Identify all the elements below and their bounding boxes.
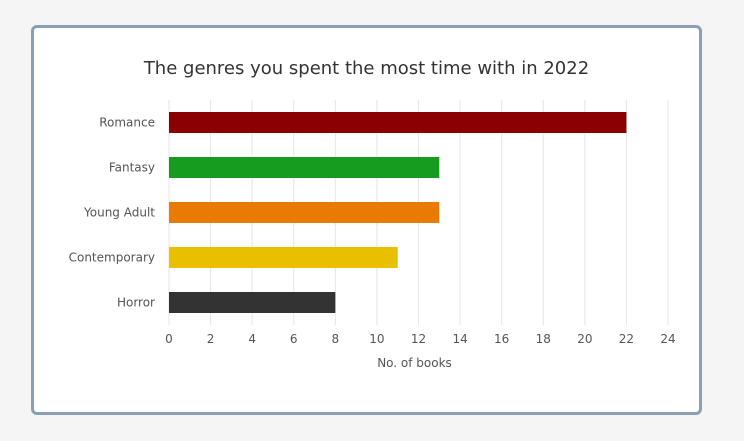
category-label: Fantasy	[109, 161, 155, 175]
bar-contemporary[interactable]	[169, 247, 398, 268]
chart-card: The genres you spent the most time with …	[31, 25, 702, 415]
x-tick-label: 2	[207, 332, 215, 346]
x-tick-label: 10	[369, 332, 384, 346]
x-tick-label: 20	[577, 332, 592, 346]
category-label: Young Adult	[83, 206, 155, 220]
bar-horror[interactable]	[169, 292, 336, 313]
bar-fantasy[interactable]	[169, 157, 440, 178]
x-axis-title: No. of books	[377, 356, 452, 370]
category-label: Horror	[117, 296, 155, 310]
x-tick-label: 12	[411, 332, 426, 346]
category-label: Contemporary	[69, 251, 155, 265]
bars	[169, 112, 627, 313]
bar-chart: Romance Fantasy Young Adult Contemporary Hor…	[69, 100, 676, 370]
x-tick-label: 4	[248, 332, 256, 346]
x-tick-label: 6	[290, 332, 298, 346]
category-label: Romance	[99, 116, 155, 130]
bar-young-adult[interactable]	[169, 202, 440, 223]
x-tick-labels: 0 2 4 6 8 10 12 14 16 18 20 22 24	[165, 332, 675, 346]
x-tick-label: 8	[332, 332, 340, 346]
x-tick-label: 16	[494, 332, 509, 346]
chart-title: The genres you spent the most time with …	[143, 58, 590, 79]
x-tick-label: 0	[165, 332, 173, 346]
x-tick-label: 14	[452, 332, 467, 346]
x-tick-label: 24	[660, 332, 675, 346]
bar-romance[interactable]	[169, 112, 627, 133]
x-tick-label: 22	[619, 332, 634, 346]
x-tick-label: 18	[536, 332, 551, 346]
category-labels: Romance Fantasy Young Adult Contemporary Hor…	[69, 116, 156, 310]
